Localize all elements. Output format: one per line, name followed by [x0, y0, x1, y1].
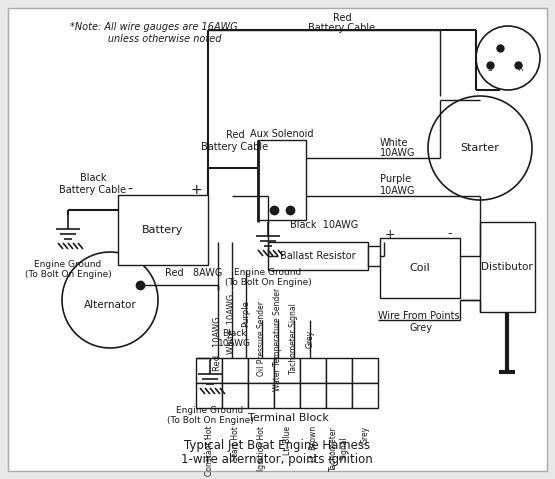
- Text: Red: Red: [332, 13, 351, 23]
- Text: Coil: Coil: [410, 263, 430, 273]
- Text: Engine Ground
(To Bolt On Engine): Engine Ground (To Bolt On Engine): [225, 268, 311, 287]
- Text: Terminal Block: Terminal Block: [248, 413, 329, 423]
- Text: Wire From Points: Wire From Points: [378, 311, 460, 321]
- Text: Alternator: Alternator: [84, 300, 137, 310]
- Bar: [480, 222, 535, 312]
- Text: Grey: Grey: [361, 426, 370, 444]
- Text: Lt. Blue: Lt. Blue: [282, 426, 291, 455]
- Text: R: R: [517, 64, 523, 72]
- Text: Red   8AWG: Red 8AWG: [165, 268, 223, 278]
- Text: Purple: Purple: [380, 174, 411, 184]
- Text: Ballast Resistor: Ballast Resistor: [280, 251, 356, 261]
- Text: 10AWG: 10AWG: [380, 186, 416, 196]
- Text: Start Hot: Start Hot: [230, 426, 240, 461]
- Bar: [300, 358, 326, 383]
- Text: S: S: [488, 64, 492, 72]
- Bar: [118, 195, 208, 265]
- Text: Engine Ground
(To Bolt On Engine): Engine Ground (To Bolt On Engine): [24, 260, 112, 279]
- Text: Typical Jet Boat Engine Harness: Typical Jet Boat Engine Harness: [184, 438, 370, 452]
- Text: Black
10AWG: Black 10AWG: [218, 329, 251, 348]
- Bar: [222, 358, 248, 383]
- Text: Constant Hot: Constant Hot: [204, 426, 214, 477]
- Text: 10AWG: 10AWG: [380, 148, 416, 158]
- Bar: [352, 383, 378, 408]
- Text: *Note: All wire gauges are 16AWG
       unless otherwise noted: *Note: All wire gauges are 16AWG unless …: [70, 22, 238, 44]
- Bar: [222, 383, 248, 408]
- Text: -: -: [448, 228, 452, 240]
- Bar: [368, 246, 384, 266]
- Text: Black
Battery Cable: Black Battery Cable: [59, 173, 127, 195]
- Text: Lt. Brown: Lt. Brown: [309, 426, 317, 462]
- Text: Battery Cable: Battery Cable: [309, 23, 376, 33]
- Bar: [274, 383, 300, 408]
- Bar: [248, 383, 274, 408]
- Text: White  10AWG: White 10AWG: [228, 294, 236, 354]
- Bar: [300, 383, 326, 408]
- Text: Distibutor: Distibutor: [481, 262, 533, 272]
- Text: Starter: Starter: [461, 143, 500, 153]
- Bar: [326, 358, 352, 383]
- Text: +: +: [385, 228, 395, 240]
- Text: Purple: Purple: [241, 300, 250, 328]
- Text: Grey: Grey: [305, 330, 315, 348]
- Text: Ignition Hot: Ignition Hot: [256, 426, 265, 471]
- Text: Engine Ground
(To Bolt On Engine): Engine Ground (To Bolt On Engine): [166, 406, 254, 425]
- Text: White: White: [380, 138, 408, 148]
- Bar: [196, 358, 222, 383]
- Bar: [326, 383, 352, 408]
- Text: Red   10AWG: Red 10AWG: [214, 317, 223, 371]
- Text: 1-wire alternator, points ignition: 1-wire alternator, points ignition: [181, 454, 373, 467]
- Text: Aux Solenoid: Aux Solenoid: [250, 129, 314, 139]
- Bar: [258, 140, 306, 220]
- Bar: [268, 242, 368, 270]
- Bar: [274, 358, 300, 383]
- Text: Black  10AWG: Black 10AWG: [290, 220, 358, 230]
- Text: Water Temperature Sender: Water Temperature Sender: [274, 287, 282, 390]
- Bar: [196, 383, 222, 408]
- Text: -: -: [128, 183, 133, 197]
- Text: Tachometer
Signal: Tachometer Signal: [329, 426, 349, 471]
- Text: Grey: Grey: [410, 323, 433, 333]
- Text: Oil Pressure Sender: Oil Pressure Sender: [258, 301, 266, 376]
- Bar: [380, 238, 460, 298]
- Text: Battery: Battery: [142, 225, 184, 235]
- Text: Tachometer Signal: Tachometer Signal: [290, 304, 299, 375]
- Text: +: +: [190, 183, 202, 197]
- Bar: [352, 358, 378, 383]
- Bar: [248, 358, 274, 383]
- Text: Red
Battery Cable: Red Battery Cable: [201, 130, 269, 152]
